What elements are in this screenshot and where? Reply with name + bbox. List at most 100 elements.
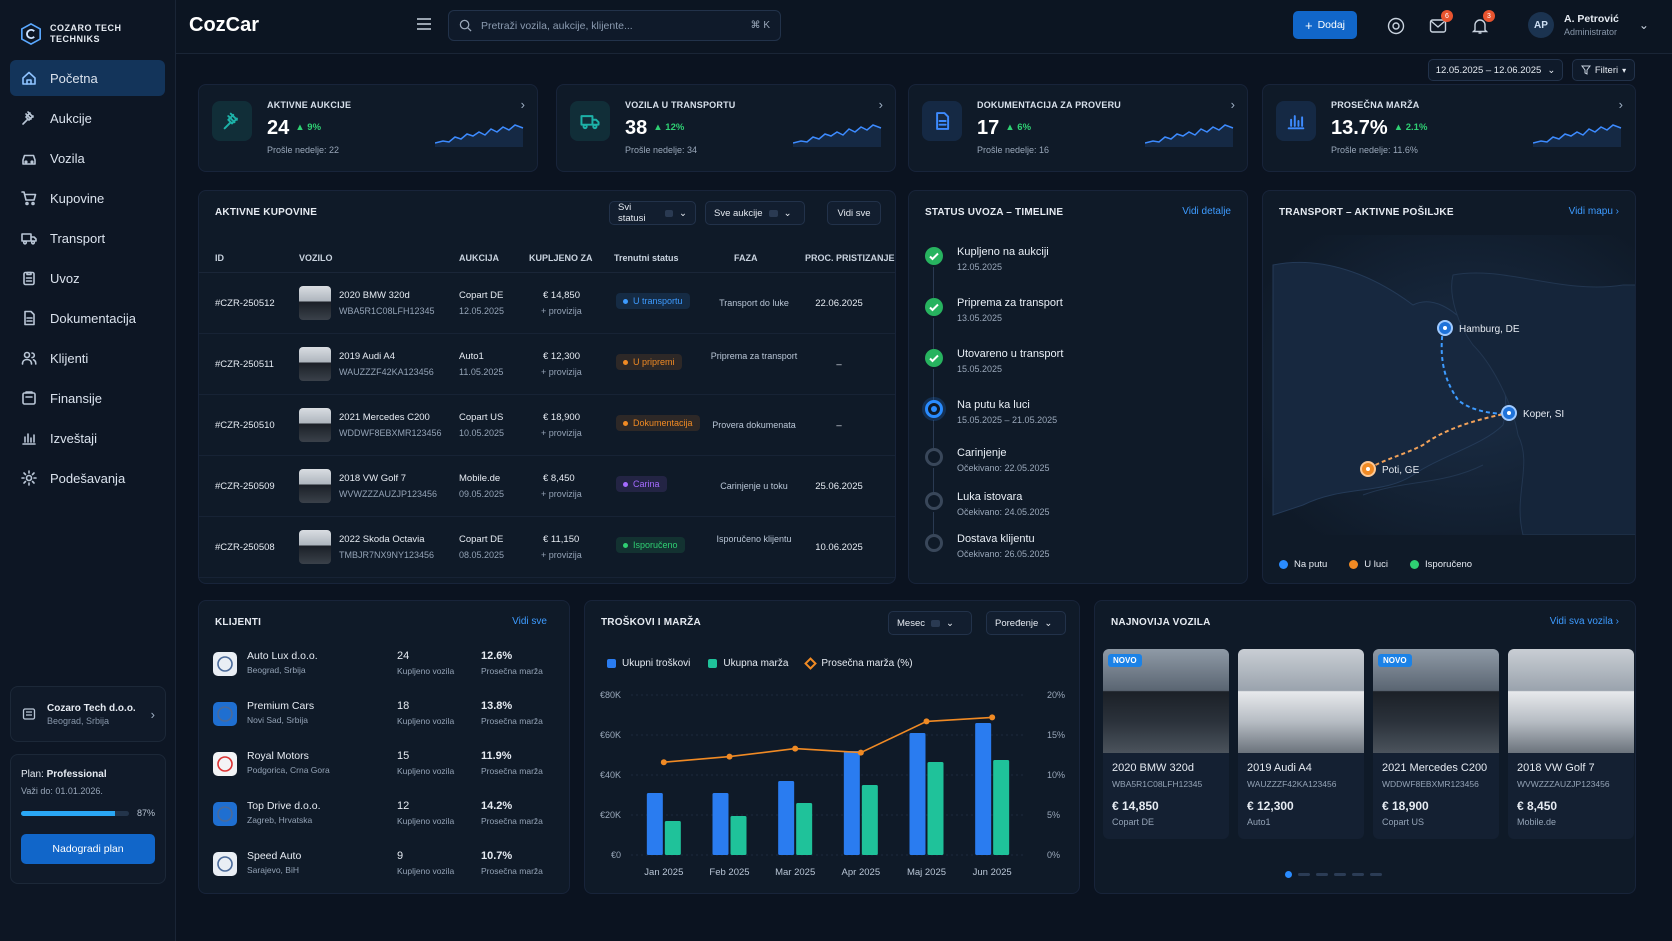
company-switcher[interactable]: Cozaro Tech d.o.o. Beograd, Srbija ›: [10, 686, 166, 742]
kpi-card[interactable]: AKTIVNE AUKCIJE 24 ▲ 9% Prošle nedelje: 22 ›: [198, 84, 538, 172]
carousel-dot[interactable]: [1316, 873, 1328, 876]
sidebar-item-vozila[interactable]: Vozila: [10, 140, 165, 176]
client-name: Top Drive d.o.o.: [247, 800, 321, 812]
vehicle-card[interactable]: 2019 Audi A4 WAUZZZF42KA123456 € 12,300 Aut…: [1238, 649, 1364, 839]
carousel-dot[interactable]: [1352, 873, 1364, 876]
sidebar-item-izvestaji[interactable]: Izveštaji: [10, 420, 165, 456]
sidebar-item-aukcije[interactable]: Aukcije: [10, 100, 165, 136]
sidebar-item-transport[interactable]: Transport: [10, 220, 165, 256]
add-button[interactable]: + Dodaj: [1293, 11, 1357, 39]
sidebar-item-label: Kupovine: [50, 190, 105, 206]
filters-button[interactable]: Filteri ▾: [1572, 59, 1635, 81]
client-vehicle-count: 24: [397, 650, 410, 662]
bar-costs[interactable]: [712, 793, 729, 855]
legend-label: Na putu: [1294, 559, 1328, 570]
search-input[interactable]: Pretraži vozila, aukcije, klijente...: [481, 19, 633, 32]
client-row[interactable]: Top Drive d.o.o. Zagreb, Hrvatska 12 Kuplje…: [213, 799, 553, 845]
period-dropdown[interactable]: Mesec ⌄: [888, 611, 972, 635]
purchase-eta: –: [836, 420, 842, 431]
sidebar-item-podesavanja[interactable]: Podešavanja: [10, 460, 165, 496]
bar-margin[interactable]: [927, 762, 944, 855]
sidebar-item-label: Finansije: [50, 390, 103, 406]
date-range-picker[interactable]: 12.05.2025 – 12.06.2025 ⌄: [1428, 59, 1563, 81]
sidebar-item-klijenti[interactable]: Klijenti: [10, 340, 165, 376]
logo[interactable]: COZARO TECH TECHNIKS: [0, 0, 175, 54]
status-filter-dropdown[interactable]: Svi statusi ⌄: [609, 201, 696, 225]
carousel-dot-active[interactable]: [1285, 871, 1292, 878]
client-row[interactable]: Auto Lux d.o.o. Beograd, Srbija 24 Kupljeno…: [213, 649, 553, 695]
bar-margin[interactable]: [993, 760, 1010, 855]
view-all-vehicles-link[interactable]: Vidi sva vozila ›: [1549, 616, 1619, 627]
bar-costs[interactable]: [975, 723, 992, 855]
active-purchases-card: AKTIVNE KUPOVINE Svi statusi ⌄ Sve aukcij…: [198, 190, 896, 584]
vehicle-card[interactable]: 2018 VW Golf 7 WVWZZZAUZJP123456 € 8,450 Mo…: [1508, 649, 1634, 839]
bar-costs[interactable]: [909, 733, 926, 855]
sidebar-item-dokumentacija[interactable]: Dokumentacija: [10, 300, 165, 336]
bar-margin[interactable]: [664, 821, 681, 855]
status-label: U transportu: [633, 296, 683, 306]
bar-costs[interactable]: [778, 781, 795, 855]
table-row[interactable]: #CZR-250512 2020 BMW 320d WBA5R1C08LFH1234…: [199, 273, 895, 334]
table-row[interactable]: #CZR-250509 2018 VW Golf 7 WVWZZZAUZJP1234…: [199, 456, 895, 517]
auction-filter-dropdown[interactable]: Sve aukcije ⌄: [705, 201, 805, 225]
map-pin-koper[interactable]: [1501, 405, 1517, 421]
avg-margin-point[interactable]: [726, 753, 733, 760]
sidebar-item-finansije[interactable]: Finansije: [10, 380, 165, 416]
view-map-link[interactable]: Vidi mapu ›: [1568, 206, 1619, 217]
support-button[interactable]: [1384, 14, 1408, 38]
carousel-dot[interactable]: [1370, 873, 1382, 876]
compare-dropdown[interactable]: Poređenje ⌄: [986, 611, 1066, 635]
purchase-fee: + provizija: [541, 428, 582, 438]
sidebar-item-kupovine[interactable]: Kupovine: [10, 180, 165, 216]
import-timeline-card: STATUS UVOZA – TIMELINE Vidi detalje Kup…: [908, 190, 1248, 584]
client-row[interactable]: Speed Auto Sarajevo, BiH 9 Kupljeno vozila 1…: [213, 849, 553, 895]
user-menu[interactable]: AP A. Petrović Administrator ⌄: [1528, 12, 1649, 38]
avg-margin-point[interactable]: [660, 759, 667, 766]
vehicle-vin: TMBJR7NX9NY123456: [339, 550, 435, 560]
menu-icon[interactable]: [416, 17, 432, 31]
truck-icon: [580, 115, 600, 130]
transport-map[interactable]: Hamburg, DE Koper, SI Poti, GE: [1263, 235, 1636, 535]
avg-margin-point[interactable]: [792, 745, 799, 752]
costs-margin-chart[interactable]: €0 €20K €40K €60K €80K 0% 5% 10% 15% 20% Jan 2025 F…: [585, 681, 1081, 891]
avg-margin-point[interactable]: [857, 749, 864, 756]
kpi-card[interactable]: VOZILA U TRANSPORTU 38 ▲ 12% Prošle nedelje…: [556, 84, 896, 172]
bar-costs[interactable]: [843, 751, 860, 855]
x-tick-label: Feb 2025: [709, 867, 749, 878]
messages-button[interactable]: 6: [1426, 10, 1453, 38]
notifications-button[interactable]: 3: [1468, 10, 1495, 38]
bar-margin[interactable]: [730, 816, 747, 855]
avg-margin-point[interactable]: [923, 718, 930, 725]
vehicle-vin: WVWZZZAUZJP123456: [1517, 779, 1610, 789]
client-row[interactable]: Premium Cars Novi Sad, Srbija 18 Kupljeno v…: [213, 699, 553, 745]
view-all-purchases-button[interactable]: Vidi sve: [827, 201, 881, 225]
table-row[interactable]: #CZR-250508 2022 Skoda Octavia TMBJR7NX9NY…: [199, 517, 895, 578]
kpi-card[interactable]: PROSEČNA MARŽA 13.7% ▲ 2.1% Prošle nedelje:…: [1262, 84, 1636, 172]
sidebar-item-pocetna[interactable]: Početna: [10, 60, 165, 96]
bar-margin[interactable]: [861, 785, 878, 855]
client-row[interactable]: Royal Motors Podgorica, Crna Gora 15 Kuplje…: [213, 749, 553, 795]
timeline-details-link[interactable]: Vidi detalje: [1182, 206, 1231, 217]
legend-dot: [1349, 560, 1359, 569]
kpi-card[interactable]: DOKUMENTACIJA ZA PROVERU 17 ▲ 6% Prošle ned…: [908, 84, 1248, 172]
carousel-dot[interactable]: [1334, 873, 1346, 876]
chevron-down-icon: ⌄: [679, 207, 687, 219]
search-bar[interactable]: Pretraži vozila, aukcije, klijente... ⌘ …: [448, 10, 781, 41]
upgrade-plan-button[interactable]: Nadogradi plan: [21, 834, 155, 864]
bar-costs[interactable]: [646, 793, 663, 855]
map-pin-hamburg[interactable]: [1437, 320, 1453, 336]
table-row[interactable]: #CZR-250511 2019 Audi A4 WAUZZZF42KA123456…: [199, 334, 895, 395]
vehicle-card[interactable]: NOVO 2020 BMW 320d WBA5R1C08LFH12345 € 14,8…: [1103, 649, 1229, 839]
vehicle-card[interactable]: NOVO 2021 Mercedes C200 WDDWF8EBXMR123456 €…: [1373, 649, 1499, 839]
truck-icon: [21, 233, 37, 245]
avg-margin-point[interactable]: [989, 714, 996, 721]
table-row[interactable]: #CZR-250510 2021 Mercedes C200 WDDWF8EBXMR…: [199, 395, 895, 456]
sidebar-item-uvoz[interactable]: Uvoz: [10, 260, 165, 296]
map-pin-poti[interactable]: [1360, 461, 1376, 477]
bar-margin[interactable]: [796, 803, 813, 855]
clients-view-all-link[interactable]: Vidi sve: [512, 616, 547, 627]
vehicle-price: € 12,300: [1247, 799, 1294, 813]
purchase-price: € 18,900: [543, 412, 580, 423]
carousel-dot[interactable]: [1298, 873, 1310, 876]
check-icon: [925, 247, 943, 265]
